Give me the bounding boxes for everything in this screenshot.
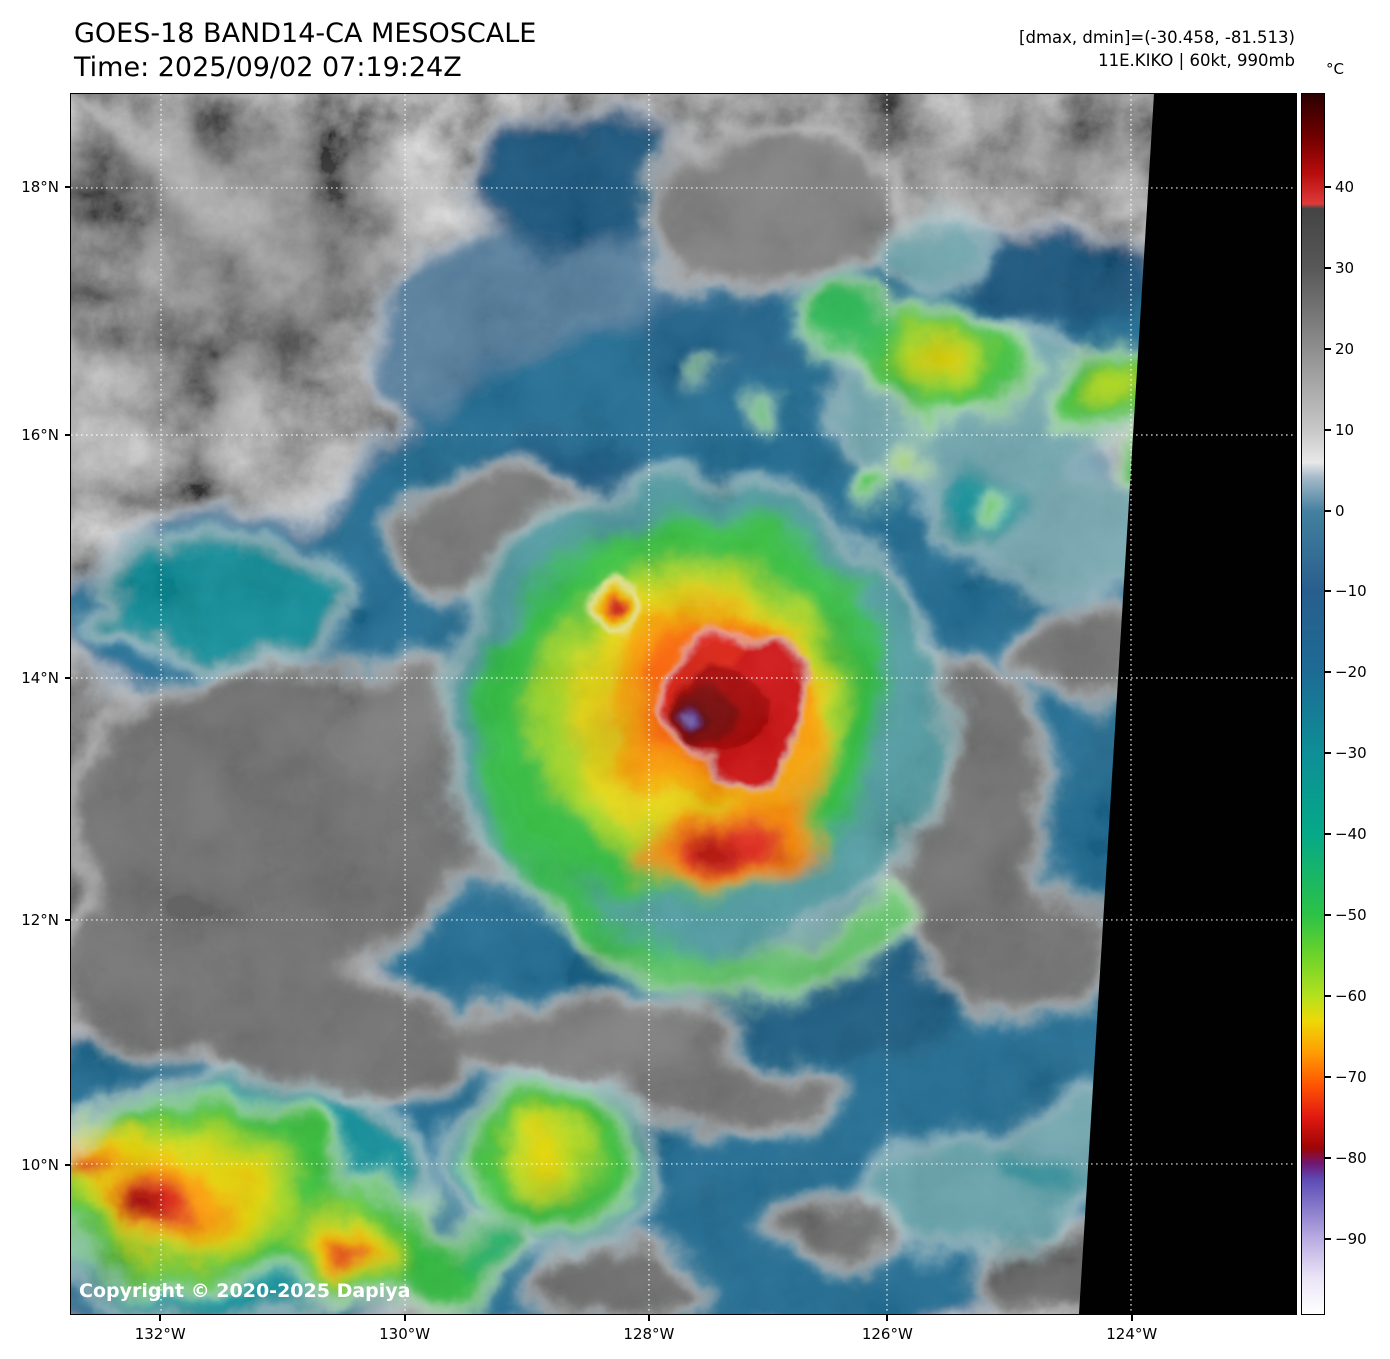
lat-tick-mark — [65, 919, 71, 922]
lat-tick-label: 14°N — [21, 668, 59, 687]
colorbar-gradient — [1302, 94, 1324, 1314]
lon-tick-mark — [647, 1315, 650, 1321]
lon-tick-mark — [403, 1315, 406, 1321]
latitude-axis: 18°N 16°N 14°N 12°N 10°N — [0, 93, 71, 1315]
copyright-text: Copyright © 2020-2025 Dapiya — [79, 1280, 411, 1302]
storm-info: 11E.KIKO | 60kt, 990mb — [1098, 51, 1295, 70]
lat-tick-mark — [65, 676, 71, 679]
colorbar-tick: −60 — [1325, 987, 1367, 1005]
lon-tick-mark — [886, 1315, 889, 1321]
colorbar-tick: −70 — [1325, 1068, 1367, 1086]
lon-tick-label: 128°W — [623, 1325, 675, 1343]
colorbar-tick: −20 — [1325, 663, 1367, 681]
colorbar-tick: 0 — [1325, 502, 1345, 520]
lat-tick-label: 12°N — [21, 911, 59, 930]
lat-tick-label: 18°N — [21, 178, 59, 197]
colorbar-ticks: 40 30 20 10 0 −10 −20 −30 −40 −50 −60 −70 −80 −90 — [1325, 93, 1389, 1315]
colorbar — [1301, 93, 1325, 1315]
colorbar-tick: 30 — [1325, 259, 1354, 277]
lat-tick-label: 16°N — [21, 425, 59, 444]
satellite-image — [71, 94, 1296, 1314]
image-title: GOES-18 BAND14-CA MESOSCALE — [74, 18, 537, 49]
graticule — [71, 94, 1296, 1314]
lon-tick-mark — [1130, 1315, 1133, 1321]
satellite-map: Copyright © 2020-2025 Dapiya — [70, 93, 1297, 1315]
lon-tick-label: 124°W — [1106, 1325, 1158, 1343]
colorbar-tick: −10 — [1325, 582, 1367, 600]
colorbar-tick: −80 — [1325, 1149, 1367, 1167]
header-right: [dmax, dmin]=(-30.458, -81.513) 11E.KIKO… — [1019, 26, 1295, 72]
lon-tick-label: 126°W — [861, 1325, 913, 1343]
lon-tick-label: 132°W — [134, 1325, 186, 1343]
colorbar-tick: 10 — [1325, 421, 1354, 439]
longitude-axis: 132°W 130°W 128°W 126°W 124°W — [70, 1315, 1297, 1359]
colorbar-tick: −40 — [1325, 825, 1367, 843]
colorbar-tick: 40 — [1325, 178, 1354, 196]
lat-tick-mark — [65, 1163, 71, 1166]
lon-tick-mark — [159, 1315, 162, 1321]
image-timestamp: Time: 2025/09/02 07:19:24Z — [74, 52, 462, 83]
colorbar-tick: −50 — [1325, 906, 1367, 924]
lat-tick-mark — [65, 433, 71, 436]
colorbar-tick: 20 — [1325, 340, 1354, 358]
colorbar-unit-label: °C — [1326, 60, 1344, 78]
colorbar-tick: −90 — [1325, 1230, 1367, 1248]
lat-tick-mark — [65, 186, 71, 189]
dmax-dmin-readout: [dmax, dmin]=(-30.458, -81.513) — [1019, 28, 1295, 47]
colorbar-tick: −30 — [1325, 744, 1367, 762]
black-data-gap — [1079, 94, 1296, 1314]
lon-tick-label: 130°W — [379, 1325, 431, 1343]
lat-tick-label: 10°N — [21, 1155, 59, 1174]
